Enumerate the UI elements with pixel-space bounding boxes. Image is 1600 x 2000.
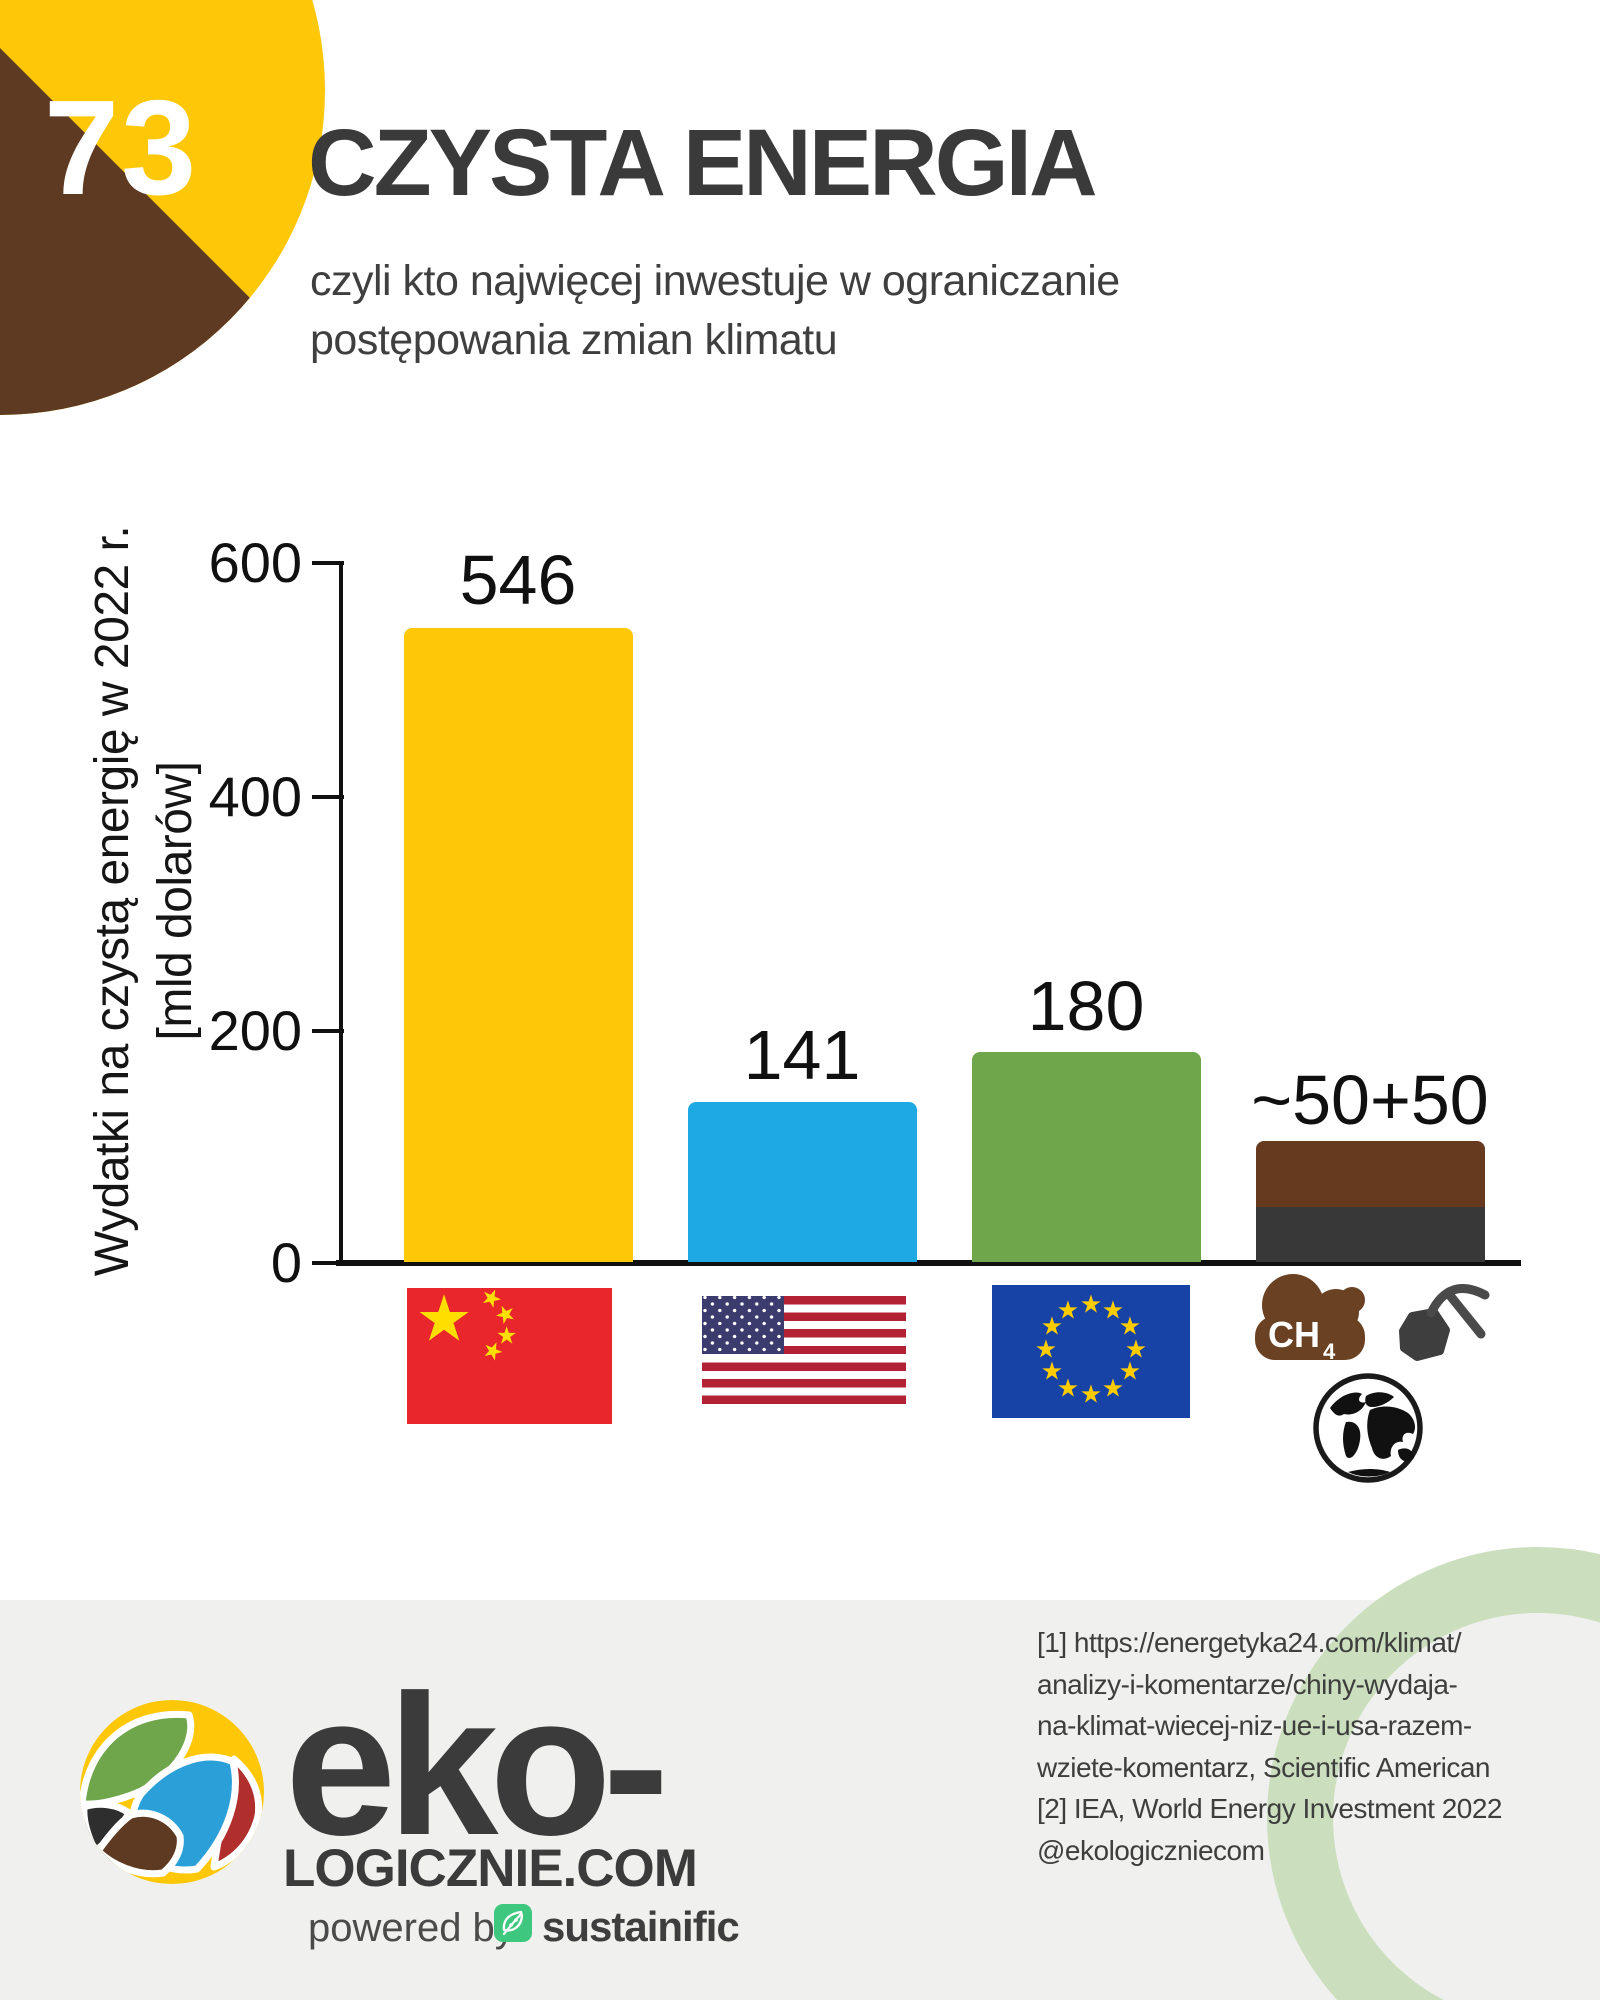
china-big-star: ★	[415, 1288, 473, 1355]
eu-star-2: ★	[1101, 1296, 1125, 1325]
y-tick-label-600: 600	[208, 531, 302, 594]
sustainific-leaf-icon	[494, 1904, 532, 1942]
bar-value-usa: 141	[743, 1016, 861, 1094]
page-subtitle: czyli kto najwięcej inwestuje w ogranicz…	[310, 252, 1120, 370]
decorative-ring	[1267, 1547, 1600, 2000]
y-tick-0	[312, 1261, 344, 1265]
y-tick-label-200: 200	[208, 999, 302, 1062]
citation-line: [2] IEA, World Energy Investment 2022	[1037, 1793, 1503, 1824]
page-subtitle-line2: postępowania zmian klimatu	[310, 316, 838, 364]
page-title: CZYSTA ENERGIA	[308, 110, 1098, 216]
bar-usa	[688, 1102, 917, 1262]
china-flag-icon: ★ ★ ★ ★ ★	[407, 1288, 612, 1424]
eu-star-1: ★	[1079, 1290, 1103, 1319]
methane-coal-globe-icons: CH 4	[1255, 1274, 1490, 1483]
citation-line: na-klimat-wiecej-niz-ue-i-usa-razem-	[1037, 1710, 1472, 1741]
eu-star-5: ★	[1118, 1357, 1142, 1386]
citation-line: wziete-komentarz, Scientific American	[1037, 1751, 1491, 1783]
citation-line: [1] https://energetyka24.com/klimat/	[1037, 1627, 1461, 1658]
x-axis-baseline	[336, 1260, 1521, 1266]
bar-coal-segment	[1256, 1207, 1485, 1262]
citation-line: @ekologiczniecom	[1037, 1834, 1265, 1866]
citations-block: [1] https://energetyka24.com/klimat/ ana…	[1037, 1622, 1557, 1871]
eu-star-9: ★	[1040, 1357, 1064, 1386]
eu-star-10: ★	[1034, 1335, 1058, 1364]
sustainific-wordmark: sustainific	[542, 1903, 740, 1950]
corner-decoration	[0, 0, 325, 415]
usa-flag-icon	[702, 1296, 906, 1404]
issue-number: 73	[44, 72, 199, 223]
brand-wordmark-bottom: LOGICZNIE.COM	[283, 1839, 698, 1898]
globe-icon	[1313, 1373, 1423, 1483]
eu-star-4: ★	[1124, 1335, 1148, 1364]
bar-value-china: 546	[459, 541, 577, 619]
methane-cloud-icon: CH 4	[1255, 1274, 1365, 1364]
coal-pickaxe-icon	[1399, 1284, 1490, 1361]
eu-star-6: ★	[1101, 1374, 1125, 1403]
bar-methane-segment	[1256, 1141, 1485, 1207]
y-tick-400	[312, 795, 344, 799]
eu-star-8: ★	[1056, 1374, 1080, 1403]
methane-formula-text: CH	[1268, 1314, 1320, 1355]
y-tick-label-0: 0	[270, 1231, 302, 1294]
y-tick-600	[312, 561, 344, 565]
eu-star-12: ★	[1056, 1296, 1080, 1325]
powered-by-label: powered by	[308, 1906, 515, 1950]
eu-star-7: ★	[1079, 1380, 1103, 1409]
ekologicznie-logo	[80, 1700, 264, 1884]
methane-formula-subscript: 4	[1323, 1339, 1336, 1364]
bar-value-eu: 180	[1027, 967, 1145, 1045]
china-small-star-4: ★	[478, 1339, 507, 1363]
brand-wordmark-top: eko-	[285, 1654, 669, 1877]
y-axis-line	[339, 563, 343, 1265]
eu-star-11: ★	[1040, 1312, 1064, 1341]
eu-flag-icon: ★ ★ ★ ★ ★ ★ ★ ★ ★ ★ ★ ★	[992, 1285, 1190, 1418]
bar-china	[404, 628, 633, 1262]
bar-value-methane-coal: ~50+50	[1251, 1061, 1489, 1139]
eu-star-3: ★	[1118, 1312, 1142, 1341]
page-subtitle-line1: czyli kto najwięcej inwestuje w ogranicz…	[310, 257, 1120, 305]
y-tick-label-400: 400	[208, 765, 302, 828]
bar-eu	[972, 1052, 1201, 1262]
usa-flag-canton	[702, 1296, 784, 1354]
y-axis-title-line1: Wydatki na czystą energię w 2022 r.	[86, 525, 139, 1277]
y-tick-200	[312, 1029, 344, 1033]
citation-line: analizy-i-komentarze/chiny-wydaja-	[1037, 1668, 1458, 1700]
